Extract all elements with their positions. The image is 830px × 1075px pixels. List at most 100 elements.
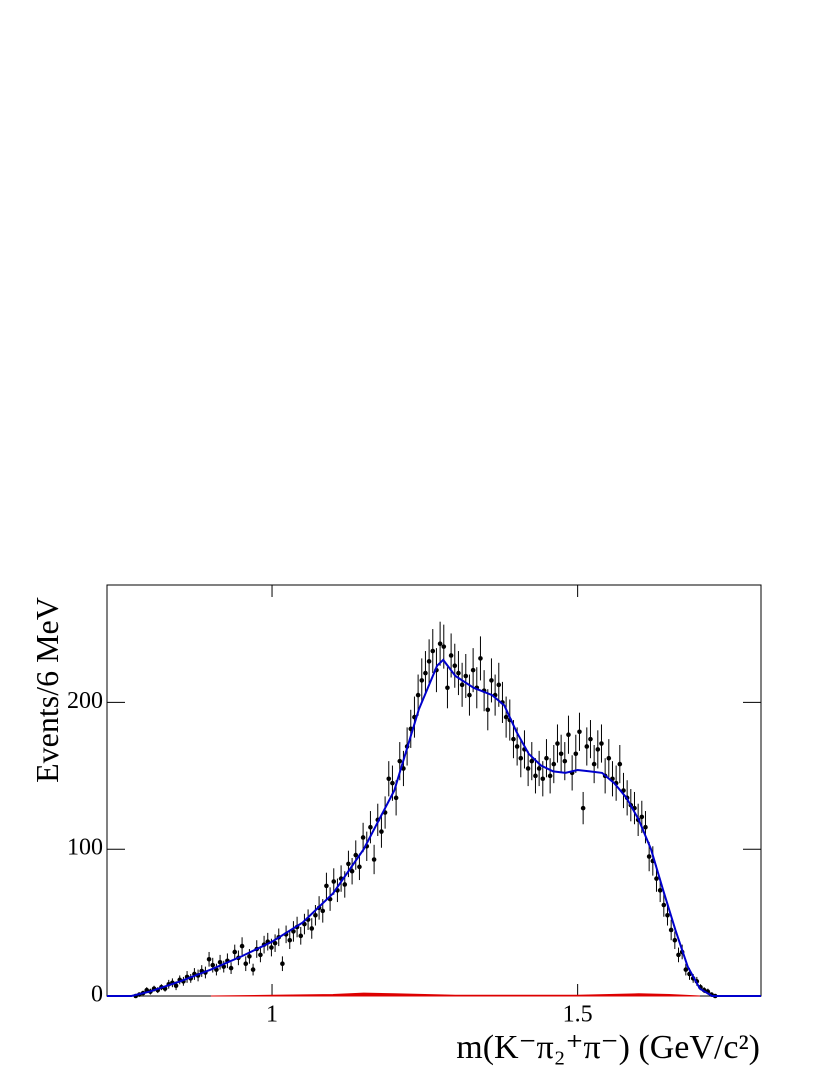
- data-point: [430, 648, 436, 654]
- data-point: [243, 961, 249, 967]
- data-point: [661, 902, 667, 908]
- data-point: [544, 755, 549, 761]
- data-point: [393, 795, 399, 801]
- data-point: [272, 940, 278, 946]
- data-point: [555, 741, 560, 746]
- data-point: [588, 736, 593, 742]
- data-point: [665, 912, 670, 918]
- y-tick-label: 100: [67, 835, 103, 861]
- data-point: [525, 766, 531, 771]
- data-point: [463, 673, 469, 679]
- y-axis-title: Events/6 MeV: [29, 597, 65, 783]
- data-point: [448, 653, 454, 658]
- data-point: [390, 780, 395, 786]
- data-point: [269, 945, 274, 950]
- fit-line: [107, 658, 761, 997]
- data-point: [459, 682, 465, 688]
- data-point: [547, 773, 553, 779]
- data-point: [258, 952, 263, 958]
- data-point: [386, 776, 392, 782]
- data-point: [617, 761, 623, 767]
- data-point: [247, 954, 252, 959]
- data-point: [173, 983, 179, 989]
- data-point: [533, 773, 538, 779]
- data-point: [668, 927, 674, 933]
- data-point: [646, 854, 652, 859]
- data-point: [599, 741, 604, 746]
- data-point: [280, 961, 285, 967]
- data-point: [536, 766, 542, 771]
- x-tick-label: 1: [266, 1002, 278, 1028]
- data-point: [360, 835, 366, 840]
- data-point: [470, 667, 476, 673]
- data-point: [514, 744, 520, 749]
- data-point: [566, 732, 571, 738]
- data-point: [342, 882, 348, 887]
- data-point: [580, 805, 586, 811]
- data-point: [415, 692, 421, 698]
- data-point: [368, 824, 373, 830]
- data-point: [529, 758, 535, 764]
- data-point: [291, 929, 296, 934]
- data-point: [437, 641, 443, 647]
- data-point: [467, 692, 472, 698]
- data-point: [518, 755, 524, 761]
- data-point: [485, 707, 491, 713]
- data-point: [573, 751, 579, 757]
- data-point: [313, 912, 318, 918]
- data-point: [503, 714, 509, 720]
- y-tick-label: 200: [67, 688, 103, 714]
- data-point: [643, 824, 648, 830]
- data-point: [320, 908, 326, 914]
- data-point: [397, 758, 403, 764]
- data-point: [489, 678, 494, 683]
- data-point: [353, 852, 359, 858]
- data-point: [206, 957, 212, 962]
- data-point: [371, 857, 377, 862]
- data-point: [228, 965, 234, 971]
- data-point: [562, 758, 568, 764]
- data-point: [606, 755, 612, 761]
- data-point: [423, 670, 428, 676]
- data-point: [419, 678, 425, 683]
- data-point: [232, 949, 238, 955]
- data-point: [349, 868, 355, 874]
- data-point: [683, 967, 689, 972]
- data-point: [426, 659, 432, 664]
- data-point: [441, 644, 447, 649]
- data-point: [591, 761, 597, 767]
- data-point: [595, 747, 601, 752]
- data-point: [287, 937, 293, 943]
- data-point: [551, 761, 557, 767]
- data-point: [639, 814, 645, 820]
- data-point: [346, 861, 351, 867]
- data-point: [309, 926, 315, 931]
- data-point: [452, 663, 458, 669]
- data-point: [239, 943, 245, 949]
- x-axis-title: m(K⁻π₂⁺π⁻) (GeV/c²): [456, 1029, 760, 1066]
- data-point: [558, 751, 564, 757]
- data-point: [657, 888, 663, 893]
- background-area: [210, 992, 700, 997]
- data-point: [217, 959, 223, 965]
- data-point: [250, 967, 256, 972]
- data-point: [676, 952, 681, 958]
- data-point: [540, 776, 546, 782]
- data-point: [672, 937, 678, 943]
- data-point: [584, 744, 590, 749]
- data-point: [210, 962, 216, 968]
- data-point: [511, 736, 516, 742]
- data-point: [298, 933, 304, 939]
- data-point: [324, 883, 329, 889]
- data-point: [478, 656, 483, 661]
- x-tick-label: 1.5: [563, 1002, 593, 1028]
- data-point: [496, 682, 502, 688]
- data-point: [331, 879, 337, 884]
- y-tick-label: 0: [91, 982, 103, 1008]
- data-point: [379, 829, 384, 834]
- data-point: [357, 864, 362, 870]
- data-point: [577, 729, 582, 735]
- data-point: [654, 876, 659, 881]
